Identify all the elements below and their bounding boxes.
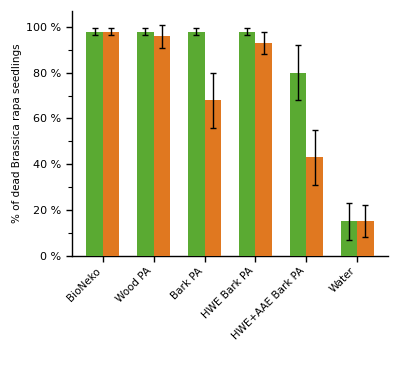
Y-axis label: % of dead Brassica rapa seedlings: % of dead Brassica rapa seedlings <box>12 43 22 223</box>
Bar <box>86 31 103 255</box>
Bar <box>188 31 204 255</box>
Bar <box>341 221 357 256</box>
Bar <box>290 73 306 255</box>
Bar <box>103 31 119 255</box>
Bar <box>256 43 272 255</box>
Bar <box>239 31 256 255</box>
Bar <box>306 157 323 256</box>
Bar <box>137 31 154 255</box>
Bar <box>204 100 221 256</box>
Bar <box>357 221 374 256</box>
Bar <box>154 36 170 256</box>
